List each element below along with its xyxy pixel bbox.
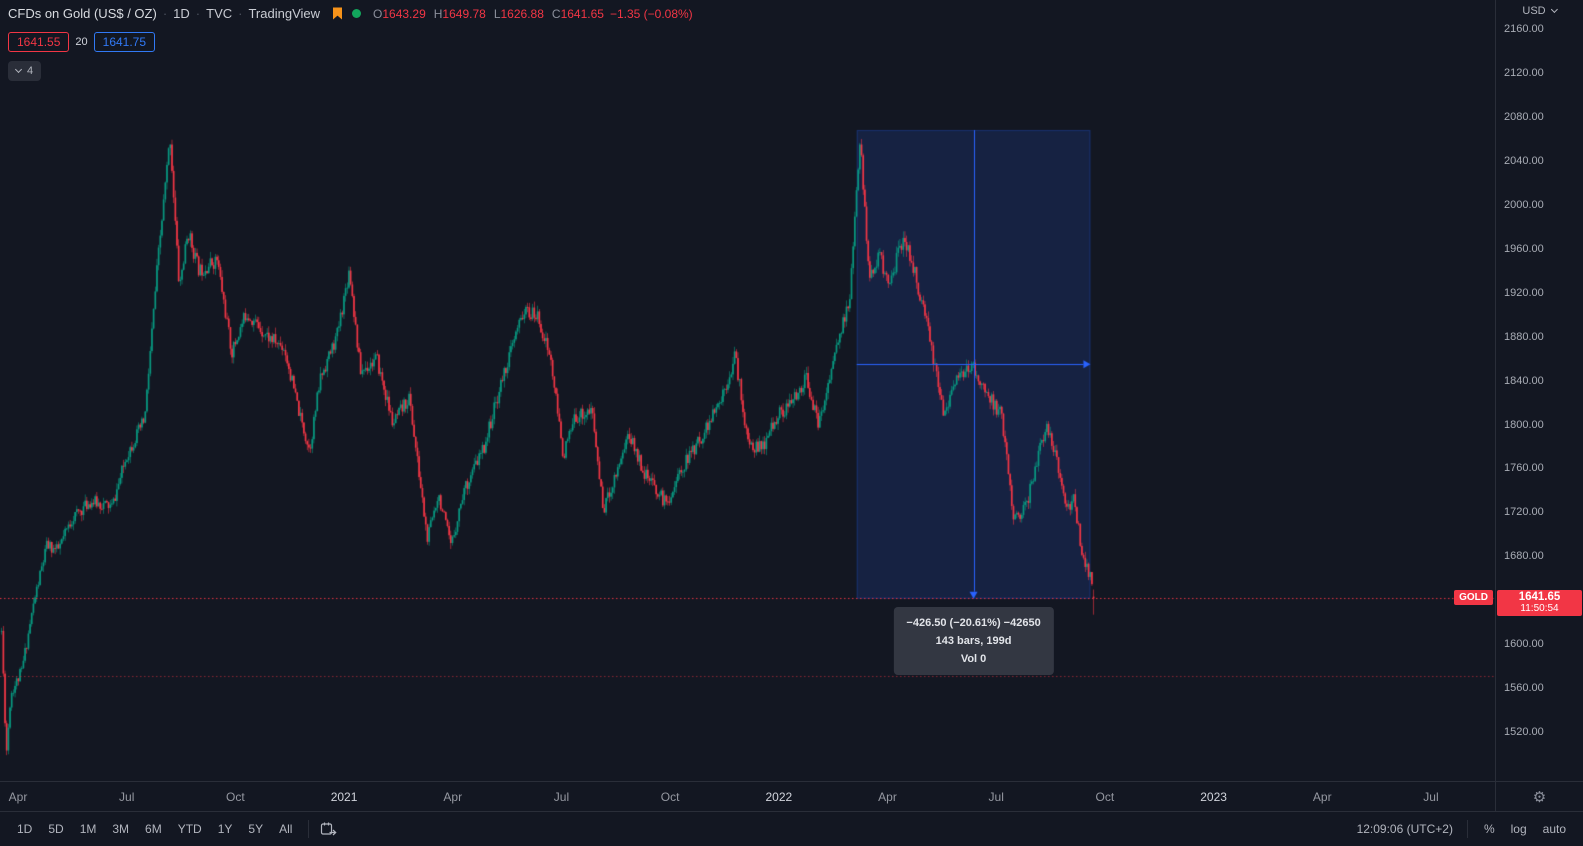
ohlc-values: O1643.29 H1649.78 L1626.88 C1641.65 (373, 7, 604, 21)
ohlc-value: 1641.65 (560, 6, 604, 21)
symbol-title[interactable]: CFDs on Gold (US$ / OZ) (8, 6, 157, 21)
price-tick-label: 1720.00 (1504, 506, 1544, 519)
ohlc-value: 1643.29 (382, 6, 426, 21)
time-axis[interactable]: Apr Jul Oct 2021 Apr Jul Oct 2022 Apr Jul Oct 2023 A… (0, 781, 1495, 811)
axis-corner: ⚙ (1495, 781, 1583, 811)
time-axis-label: 2021 (330, 790, 358, 804)
price-tick-label: 1800.00 (1504, 418, 1544, 431)
price-tick-label: 2080.00 (1504, 110, 1544, 123)
time-axis-label: Oct (1095, 790, 1115, 804)
current-price-value: 1641.65 (1518, 591, 1561, 604)
bottom-toolbar: 1D 5D 1M 3M 6M YTD 1Y 5Y All 12:09:06 (UTC+2) % … (0, 811, 1583, 846)
range-buttons: 1D 5D 1M 3M 6M YTD 1Y 5Y All (10, 819, 299, 839)
object-tree-count: 4 (27, 65, 34, 77)
price-tick-label: 1920.00 (1504, 286, 1544, 299)
time-axis-label: Apr (8, 790, 28, 804)
chart-legend: CFDs on Gold (US$ / OZ) · 1D · TVC · Tra… (8, 6, 693, 21)
price-tick-label: 1520.00 (1504, 726, 1544, 739)
ask-button[interactable]: 1641.75 (93, 32, 156, 52)
percent-scale-button[interactable]: % (1477, 819, 1502, 839)
current-price-label: 1641.65 11:50:54 (1497, 590, 1582, 617)
time-axis-label: Oct (660, 790, 680, 804)
price-tick-label: 2160.00 (1504, 23, 1544, 35)
ohlc-key: C (551, 6, 561, 21)
time-axis-label: Apr (878, 790, 897, 804)
time-axis-label: Jul (119, 790, 135, 804)
chevron-down-icon (14, 65, 23, 74)
time-axis-label: Apr (1312, 790, 1332, 804)
ohlc-value: 1626.88 (500, 6, 544, 21)
chevron-down-icon (1550, 5, 1558, 14)
timezone-clock[interactable]: 12:09:06 (UTC+2) (1356, 822, 1453, 836)
range-button-1m[interactable]: 1M (73, 819, 104, 839)
log-scale-button[interactable]: log (1504, 819, 1534, 839)
time-axis-label: 2023 (1200, 790, 1227, 804)
price-tick-label: 1840.00 (1504, 374, 1544, 387)
time-axis-label: Oct (226, 790, 245, 804)
range-button-all[interactable]: All (272, 819, 299, 839)
object-tree-toggle[interactable]: 4 (8, 61, 42, 81)
measure-tooltip: −426.50 (−20.61%) −42650 143 bars, 199d … (893, 606, 1054, 676)
range-button-1y[interactable]: 1Y (211, 819, 240, 839)
separator-dot: · (195, 6, 201, 21)
bar-countdown: 11:50:54 (1520, 603, 1559, 615)
time-axis-label: Apr (443, 790, 463, 804)
price-tick-label: 1760.00 (1504, 462, 1544, 475)
flag-icon (333, 7, 343, 20)
go-to-date-icon[interactable] (318, 819, 339, 840)
bid-button[interactable]: 1641.55 (8, 32, 70, 52)
ohlc-low: L1626.88 (494, 7, 544, 21)
spread-value: 20 (75, 36, 88, 48)
price-tick-label: 1680.00 (1504, 550, 1544, 563)
range-button-5d[interactable]: 5D (41, 819, 70, 839)
chart-pane[interactable]: CFDs on Gold (US$ / OZ) · 1D · TVC · Tra… (0, 0, 1495, 781)
ohlc-close: C1641.65 (552, 7, 604, 21)
time-axis-label: Jul (1423, 790, 1439, 804)
price-tick-label: 1880.00 (1504, 330, 1544, 343)
separator-dot: · (162, 6, 168, 21)
market-status-icon[interactable] (352, 9, 362, 18)
toolbar-divider (1466, 820, 1468, 838)
price-tick-label: 2040.00 (1504, 154, 1544, 167)
bid-ask-widget: 1641.55 20 1641.75 (8, 32, 156, 52)
auto-scale-button[interactable]: auto (1536, 819, 1573, 839)
price-tick-label: 1600.00 (1504, 638, 1544, 651)
ohlc-open: O1643.29 (373, 7, 426, 21)
time-axis-label: Jul (553, 790, 570, 804)
currency-label: USD (1522, 5, 1546, 17)
range-button-6m[interactable]: 6M (138, 819, 169, 839)
chart-settings-gear-icon[interactable]: ⚙ (1532, 788, 1547, 806)
time-axis-label: 2022 (765, 790, 793, 804)
time-axis-label: Jul (988, 790, 1004, 804)
interval-label[interactable]: 1D (173, 6, 190, 21)
separator-dot: · (238, 6, 243, 21)
currency-dropdown[interactable]: USD (1522, 5, 1558, 17)
ohlc-key: H (433, 6, 443, 21)
ohlc-key: O (373, 6, 383, 21)
measure-volume: Vol 0 (960, 652, 987, 665)
price-tick-label: 2120.00 (1504, 66, 1544, 79)
ohlc-key: L (493, 6, 501, 21)
range-button-ytd[interactable]: YTD (171, 819, 209, 839)
price-tick-label: 1560.00 (1504, 682, 1544, 695)
range-button-1d[interactable]: 1D (10, 819, 39, 839)
price-scale[interactable]: USD 1641.65 11:50:54 2160.00 2120.00 2080.… (1495, 0, 1583, 781)
price-tick-label: 1960.00 (1504, 242, 1544, 255)
ohlc-value: 1649.78 (442, 6, 486, 21)
price-chart-canvas[interactable] (0, 0, 1495, 781)
range-button-3m[interactable]: 3M (105, 819, 136, 839)
price-tick-label: 2000.00 (1504, 198, 1544, 211)
toolbar-divider (308, 820, 310, 838)
exchange-label: TVC (206, 6, 233, 21)
measure-price-change: −426.50 (−20.61%) −42650 (906, 616, 1041, 629)
range-button-5y[interactable]: 5Y (241, 819, 270, 839)
symbol-price-line-badge: GOLD (1454, 590, 1493, 606)
ohlc-high: H1649.78 (434, 7, 486, 21)
brand-label: TradingView (248, 6, 321, 21)
change-value: −1.35 (−0.08%) (609, 6, 693, 21)
measure-bars-duration: 143 bars, 199d (935, 634, 1012, 647)
